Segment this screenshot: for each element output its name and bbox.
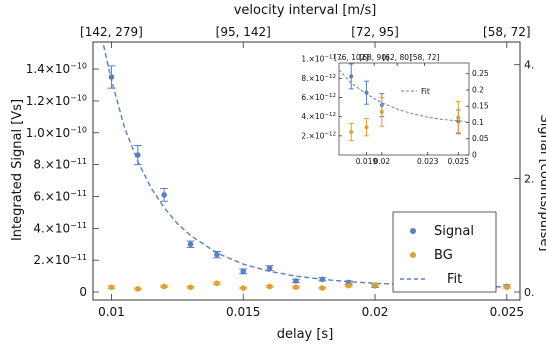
inset-plot-frame bbox=[338, 62, 470, 156]
inset-right-tick-label: 0 bbox=[472, 151, 477, 160]
inset-legend: Fit bbox=[401, 87, 430, 96]
bg-point bbox=[161, 283, 167, 290]
inset-signal-point bbox=[349, 74, 354, 79]
y-tick-label: 1.4×10−10 bbox=[26, 62, 87, 76]
inset-y-tick-label: 1.×10−11 bbox=[301, 55, 336, 64]
bg-point bbox=[187, 284, 194, 291]
inset-signal-point bbox=[364, 90, 369, 95]
inset-x-tick-label: 0.025 bbox=[448, 157, 470, 166]
bg-point bbox=[135, 286, 141, 292]
signal-point bbox=[214, 251, 220, 258]
top-tick-label: [95, 142] bbox=[216, 25, 271, 39]
y-axis-title: Integrated Signal [Vs] bbox=[10, 99, 25, 241]
inset-bg-point bbox=[364, 125, 369, 130]
inset-right-tick-label: 0.05 bbox=[472, 134, 489, 143]
bg-point bbox=[108, 284, 115, 291]
signal-point bbox=[319, 276, 326, 283]
bg-point bbox=[319, 285, 326, 291]
top-tick-label: [72, 95] bbox=[351, 25, 399, 39]
legend-signal-marker bbox=[410, 228, 416, 234]
legend-signal-label: Signal bbox=[434, 224, 474, 239]
inset-y-tick-label: 2.×10−12 bbox=[301, 131, 336, 140]
x-axis-title: delay [s] bbox=[277, 327, 334, 342]
inset-legend-fit-label: Fit bbox=[421, 87, 430, 96]
inset-bg-point bbox=[456, 115, 461, 120]
y-tick-label: 4.×10−11 bbox=[33, 221, 87, 235]
inset-fit-curve bbox=[338, 69, 466, 122]
x-tick-label: 0.02 bbox=[362, 305, 389, 319]
legend-bg-label: BG bbox=[434, 248, 453, 263]
y-tick-label: 0 bbox=[79, 285, 87, 299]
inset-bg-point bbox=[379, 109, 384, 114]
bg-point bbox=[293, 284, 299, 291]
y-tick-label: 1.2×10−10 bbox=[26, 94, 87, 108]
inset-top-tick-label: [58, 72] bbox=[410, 53, 440, 62]
inset-right-tick-label: 0.1 bbox=[472, 118, 484, 127]
bg-point bbox=[372, 282, 378, 288]
inset-background bbox=[295, 59, 502, 166]
inset-x-tick-label: 0.023 bbox=[417, 157, 439, 166]
right-tick-label: 4. bbox=[524, 59, 535, 72]
main-plot: 0.01 0.015 0.02 0.025 [142, 279] [95, 142] [72… bbox=[26, 25, 535, 319]
bg-point bbox=[345, 282, 352, 289]
inset-right-tick-label: 0.15 bbox=[472, 102, 489, 111]
inset-x-tick-label: 0.02 bbox=[373, 157, 390, 166]
signal-point bbox=[266, 265, 273, 271]
right-tick-label: 2. bbox=[524, 172, 535, 185]
bg-point bbox=[504, 284, 510, 291]
y-tick-label: 2.×10−11 bbox=[33, 253, 87, 267]
inset-right-tick-label: 0.25 bbox=[472, 69, 489, 78]
main-legend: Signal BG Fit bbox=[392, 211, 497, 293]
top-tick-label: [58, 72] bbox=[483, 25, 531, 39]
inset-y-tick-label: 4.×10−12 bbox=[301, 112, 336, 121]
bg-point bbox=[214, 280, 220, 287]
legend-fit-label: Fit bbox=[447, 272, 462, 287]
inset-right-tick-label: 0.2 bbox=[472, 85, 484, 94]
y-tick-label: 6.×10−11 bbox=[33, 189, 87, 203]
x-tick-label: 0.025 bbox=[490, 305, 524, 319]
signal-point bbox=[187, 241, 194, 248]
inset-top-tick-label: [68, 90] bbox=[359, 53, 389, 62]
right-tick-label: 0. bbox=[524, 286, 535, 299]
signal-point bbox=[293, 278, 299, 284]
bg-point bbox=[240, 285, 247, 291]
signal-point bbox=[108, 74, 115, 80]
right-axis-title: Signal [counts/pulse] bbox=[537, 115, 546, 252]
inset-y-tick-label: 6.×10−12 bbox=[301, 93, 336, 102]
signal-point bbox=[161, 192, 167, 198]
inset-top-tick-label: [76, 102] bbox=[334, 53, 369, 62]
inset-top-tick-label: [62, 80] bbox=[382, 53, 412, 62]
top-axis-title: velocity interval [m/s] bbox=[234, 3, 377, 18]
y-tick-label: 8.×10−11 bbox=[33, 157, 87, 171]
inset-y-tick-label: 8.×10−12 bbox=[301, 74, 336, 83]
y-tick-label: 1.0×10−10 bbox=[26, 125, 87, 139]
bg-point bbox=[266, 283, 273, 290]
inset-bg-point bbox=[349, 130, 354, 134]
x-tick-label: 0.01 bbox=[98, 305, 125, 319]
inset-x-tick-label: 0.019 bbox=[356, 157, 378, 166]
plot-frame bbox=[92, 41, 521, 301]
x-tick-label: 0.015 bbox=[226, 305, 260, 319]
top-tick-label: [142, 279] bbox=[80, 25, 143, 39]
legend-bg-marker bbox=[410, 252, 416, 258]
signal-point bbox=[135, 152, 141, 158]
signal-point bbox=[240, 268, 247, 275]
